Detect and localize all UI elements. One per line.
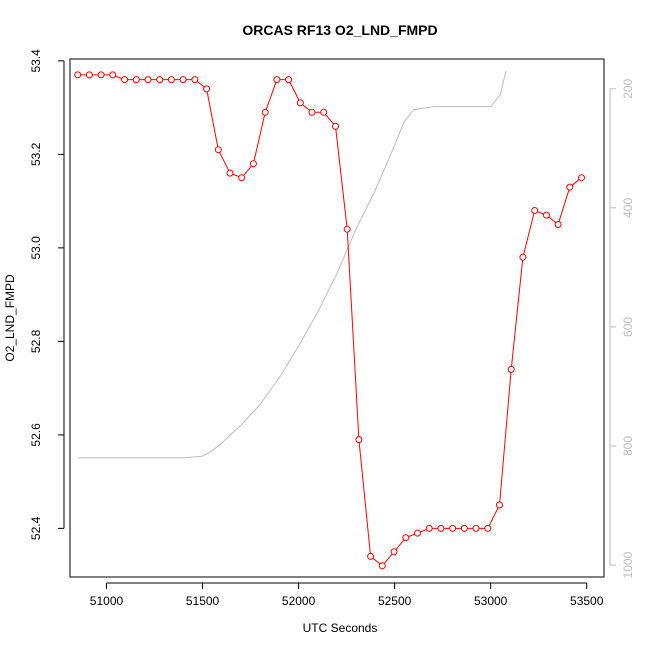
data-point	[554, 221, 562, 228]
data-point	[390, 548, 398, 556]
y-tick-label: 53.2	[29, 142, 43, 166]
y2-tick-label: 200	[621, 78, 635, 98]
y-tick-label: 53.4	[29, 49, 43, 73]
data-point	[261, 108, 269, 116]
y2-tick-label: 1000	[621, 551, 635, 578]
data-point	[308, 108, 316, 116]
x-axis-label: UTC Seconds	[303, 621, 378, 635]
x-tick-label: 52000	[282, 594, 316, 608]
y2-tick-label: 400	[621, 198, 635, 218]
data-point	[167, 76, 175, 84]
data-point	[109, 71, 117, 79]
data-point	[121, 76, 129, 84]
y-tick-label: 52.6	[29, 423, 43, 447]
data-point	[132, 76, 140, 84]
y-tick-label: 53.0	[29, 236, 43, 260]
data-point	[226, 169, 234, 177]
y-axis-label: O2_LND_FMPD	[3, 274, 17, 362]
data-point	[496, 501, 503, 509]
data-point	[378, 562, 386, 570]
data-point	[85, 71, 93, 79]
series-line	[77, 74, 582, 567]
data-point	[449, 524, 457, 532]
data-point	[437, 524, 445, 532]
y-tick-label: 52.4	[29, 516, 43, 540]
data-point	[460, 524, 468, 532]
data-point	[355, 436, 363, 444]
series-line-right	[77, 70, 507, 459]
data-point	[273, 76, 281, 84]
x-tick-label: 53000	[474, 594, 508, 608]
x-tick-label: 51000	[90, 594, 124, 608]
plot-frame	[69, 58, 605, 578]
data-point	[214, 146, 222, 154]
y2-tick-label: 800	[621, 436, 635, 456]
data-point	[296, 99, 304, 107]
data-point	[74, 71, 82, 79]
data-point	[519, 253, 527, 261]
data-point	[367, 552, 375, 560]
data-point	[507, 365, 515, 373]
data-point	[191, 76, 199, 84]
data-point	[425, 524, 433, 532]
data-point	[332, 122, 339, 130]
data-point	[249, 160, 257, 168]
data-point	[320, 108, 328, 116]
x-tick-label: 53500	[570, 594, 604, 608]
y2-tick-label: 600	[621, 317, 635, 337]
x-tick-label: 52500	[378, 594, 412, 608]
plot-area: 51000 51500 52000 52500 53000 53500 52.4 52.6 52…	[29, 49, 635, 608]
data-point	[343, 225, 351, 233]
x-tick-label: 51500	[186, 594, 220, 608]
data-point	[472, 524, 480, 532]
data-point	[285, 76, 293, 84]
data-point	[156, 76, 164, 84]
data-point	[402, 534, 410, 542]
data-point	[203, 85, 211, 93]
data-point	[238, 174, 246, 182]
data-point	[97, 71, 105, 79]
y-tick-label: 52.8	[29, 329, 43, 353]
data-point	[566, 183, 574, 191]
chart-title: ORCAS RF13 O2_LND_FMPD	[242, 22, 437, 38]
data-point	[179, 76, 187, 84]
data-point	[144, 76, 152, 84]
data-point	[484, 524, 492, 532]
data-point	[531, 207, 539, 214]
data-point	[542, 211, 550, 219]
data-point	[414, 529, 421, 537]
data-point	[578, 174, 585, 182]
